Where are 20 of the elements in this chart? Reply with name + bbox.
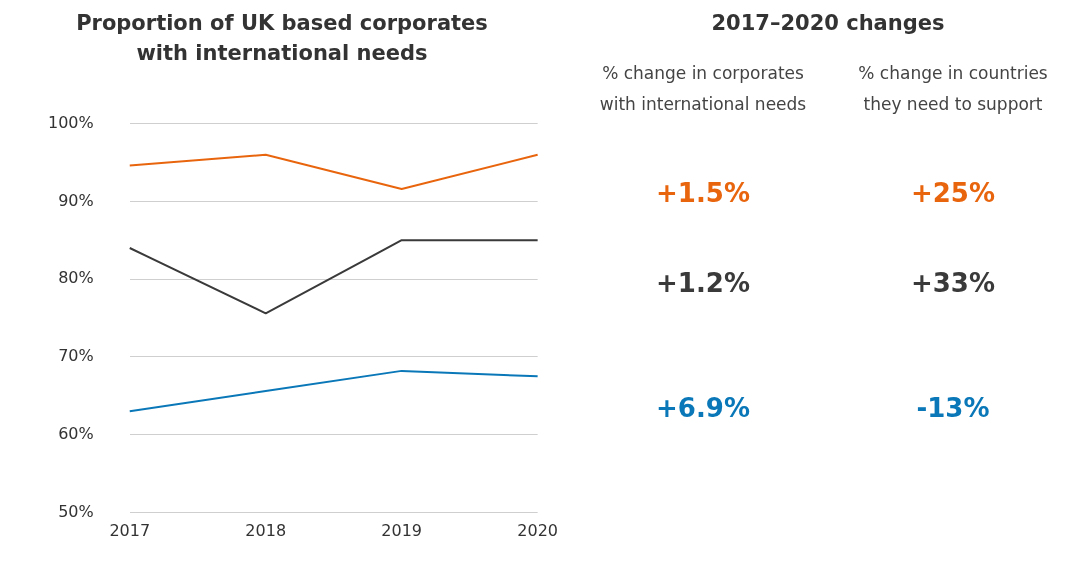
x-tick-label: 2017 (109, 521, 151, 541)
y-tick-label: 80% (58, 268, 94, 288)
chart-title: Proportion of UK based corporates with international needs (75, 10, 489, 67)
data-label: +1.5% (655, 178, 751, 208)
data-label: +6.9% (655, 393, 751, 423)
data-label: -13% (915, 393, 991, 423)
y-tick-label: 70% (58, 346, 94, 366)
y-tick-label: 100% (47, 112, 94, 132)
y-tick-label: 60% (58, 423, 94, 443)
x-tick-label: 2020 (517, 521, 558, 541)
text: 2017–2020 changes (710, 10, 946, 37)
y-tick-label: 90% (58, 190, 94, 210)
category-label: % change in corporates with international needs (598, 62, 808, 116)
x-tick-label: 2019 (381, 521, 423, 541)
data-label: +33% (910, 268, 996, 298)
category-label: % change in countries they need to support (857, 62, 1049, 116)
x-tick-label: 2018 (245, 521, 287, 541)
data-label: +1.2% (655, 268, 751, 298)
y-tick-label: 50% (58, 501, 94, 521)
data-label: +25% (910, 178, 996, 208)
